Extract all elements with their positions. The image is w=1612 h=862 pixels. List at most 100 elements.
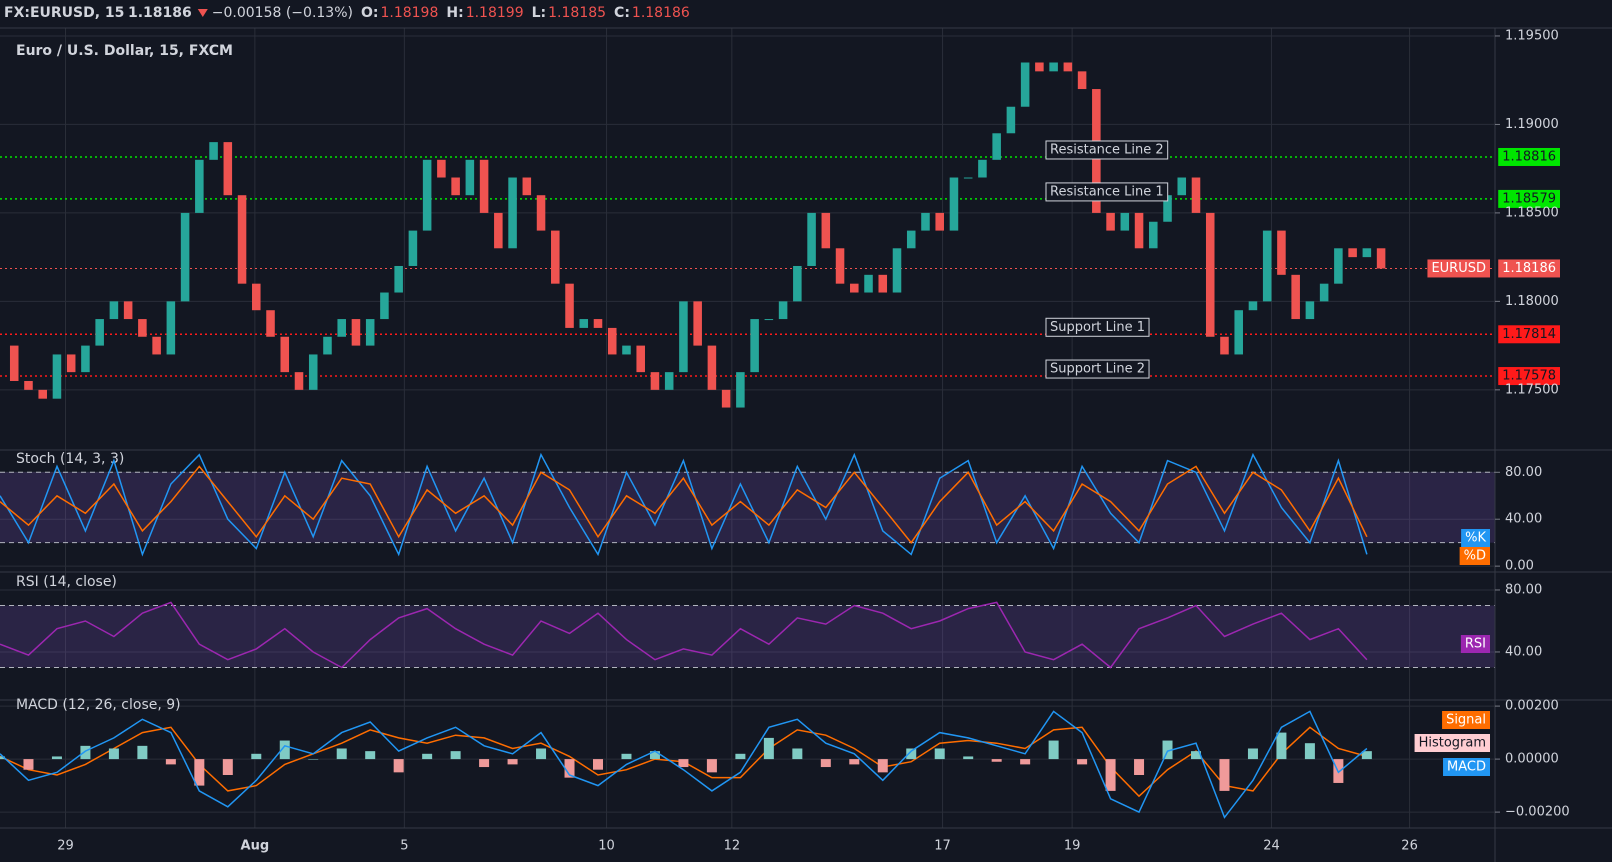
candle-body	[536, 195, 546, 231]
histogram-bar	[23, 759, 34, 770]
y-tick-label: 1.19500	[1505, 28, 1559, 43]
candle-body	[1191, 177, 1201, 213]
candle-body	[963, 177, 973, 179]
histogram-bar	[991, 759, 1002, 762]
histogram-bar	[906, 748, 917, 760]
candle-body	[778, 301, 788, 320]
histogram-bar	[1134, 759, 1145, 775]
y-tick-label: 40.00	[1505, 644, 1542, 659]
y-tick-label: 0.00	[1505, 559, 1534, 574]
histogram-bar	[1361, 751, 1372, 760]
candle-body	[479, 159, 489, 213]
histogram-bar	[1247, 748, 1258, 760]
candle-body	[1149, 221, 1158, 249]
symbol: FX:EURUSD, 15	[4, 5, 124, 21]
series-line	[0, 452, 1368, 557]
histogram-bar	[137, 745, 148, 760]
candle-body	[721, 389, 731, 408]
candle-body	[422, 159, 432, 231]
series-line	[0, 601, 1368, 669]
ohlc-label: L:	[532, 5, 547, 21]
histogram-bar	[593, 759, 603, 770]
candle-body	[1305, 301, 1315, 320]
candle-body	[1362, 248, 1372, 258]
histogram-bar	[678, 759, 689, 768]
candle-body	[551, 230, 560, 284]
candle-body	[1177, 177, 1187, 196]
series-line	[0, 465, 1368, 544]
candle-body	[1163, 195, 1172, 222]
level-name-box	[1045, 317, 1150, 337]
x-tick-label: 24	[1263, 839, 1280, 854]
candle-body	[66, 354, 76, 373]
candle-body	[1134, 212, 1144, 249]
candle-body	[365, 319, 375, 346]
histogram-bar	[1048, 740, 1059, 760]
candle-body	[166, 301, 176, 355]
candle-body	[308, 354, 318, 390]
level-value-box	[1498, 147, 1560, 166]
candle-body	[138, 319, 147, 337]
ohlc-value: 1.18198	[380, 5, 438, 21]
candle-body	[607, 327, 617, 355]
candle-body	[750, 319, 759, 373]
last-price-name-box	[1427, 259, 1490, 278]
histogram-bar	[507, 759, 518, 765]
candle-body	[793, 265, 802, 302]
histogram-bar	[792, 748, 803, 760]
histogram-bar	[1304, 743, 1315, 760]
candle-body	[294, 372, 304, 390]
level-name-box	[1045, 182, 1169, 202]
candle-body	[1234, 310, 1243, 355]
candle-body	[949, 177, 959, 231]
candle-body	[1063, 62, 1073, 72]
candle-body	[337, 319, 346, 337]
histogram-bar	[706, 759, 717, 773]
y-tick-label: 1.19000	[1505, 117, 1559, 132]
ohlc-label: H:	[446, 5, 463, 21]
candle-body	[736, 372, 745, 408]
candle-body	[494, 212, 503, 249]
x-tick-label: 26	[1401, 839, 1418, 854]
candle-body	[81, 345, 90, 373]
x-tick-label: 17	[934, 839, 951, 854]
histogram-bar	[308, 759, 319, 760]
ohlc-label: C:	[614, 5, 630, 21]
candle-body	[522, 177, 532, 196]
level-name: Resistance Line 2	[1050, 142, 1164, 157]
candle-body	[95, 319, 104, 346]
legend-label-box	[1460, 635, 1490, 653]
histogram-bar	[1219, 759, 1230, 791]
level-value-box	[1498, 189, 1560, 208]
candle-body	[650, 372, 660, 390]
change: −0.00158 (−0.13%)	[212, 5, 353, 21]
x-tick-label: 19	[1064, 839, 1081, 854]
annotations: Resistance Line 2 1.18816 Resistance Line …	[1045, 140, 1560, 776]
histogram-bar	[1077, 759, 1088, 765]
candle-body	[1291, 274, 1300, 320]
level-name: Resistance Line 1	[1050, 184, 1164, 199]
candle-body	[195, 159, 204, 213]
y-tick-label: 0.00200	[1505, 699, 1559, 714]
candle-body	[892, 248, 902, 293]
last-price: 1.18186	[128, 5, 192, 21]
candle-body	[266, 310, 275, 337]
histogram-bar	[649, 751, 660, 760]
legend-label: MACD	[1447, 760, 1486, 775]
y-tick-label: 40.00	[1505, 512, 1542, 527]
candle-body	[1334, 248, 1343, 284]
candle-body	[1348, 248, 1357, 258]
level-value: 1.18579	[1502, 191, 1556, 206]
legend-label-box	[1443, 758, 1490, 776]
candle-body	[1077, 71, 1087, 90]
ohlc-value: 1.18185	[548, 5, 606, 21]
histogram-bar	[763, 737, 774, 760]
indicator-title: RSI (14, close)	[16, 574, 117, 590]
histogram-bar	[1276, 732, 1287, 760]
candle-body	[323, 336, 332, 355]
ohlc-label: O:	[361, 5, 379, 21]
candle-body	[1376, 248, 1386, 269]
histogram-bar	[108, 748, 119, 760]
histogram-bar	[450, 751, 461, 760]
